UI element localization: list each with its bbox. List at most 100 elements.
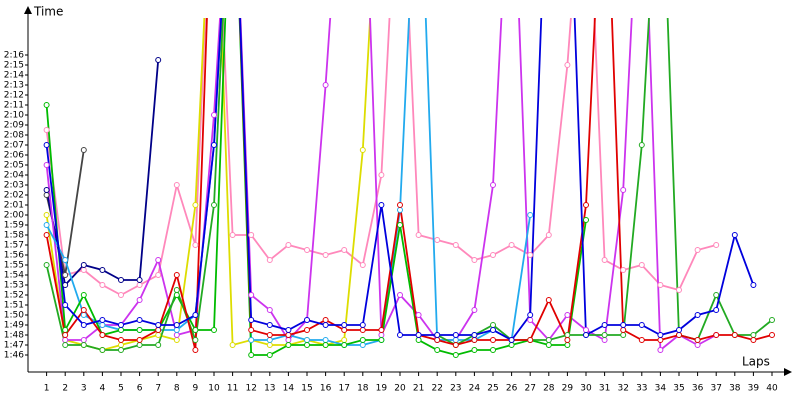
lap-point [713, 242, 720, 248]
x-tick-label: 31 [599, 384, 610, 394]
lap-point [694, 337, 701, 343]
x-tick-label: 23 [450, 384, 461, 394]
lap-point [80, 292, 87, 298]
lap-point [43, 142, 50, 148]
lap-point [490, 337, 496, 343]
x-tick-label: 36 [692, 384, 704, 394]
lap-point [62, 257, 69, 263]
x-tick-label: 22 [431, 384, 442, 394]
y-tick-label: 1:53 [4, 281, 24, 291]
lap-point [266, 332, 273, 338]
lap-point [322, 342, 329, 348]
lap-point [173, 292, 180, 298]
lap-point [601, 332, 608, 338]
lap-point [173, 332, 180, 338]
lap-point [43, 187, 50, 193]
lap-point [452, 352, 459, 358]
y-tick-label: 2:05 [4, 161, 24, 171]
series-line [45, 18, 587, 356]
lap-point [211, 202, 217, 208]
lap-point [155, 272, 162, 278]
x-tick-label: 15 [301, 384, 312, 394]
y-tick-label: 1:54 [4, 271, 24, 281]
lap-point [434, 332, 441, 338]
x-tick-label: 14 [283, 384, 295, 394]
y-tick-label: 1:48 [4, 331, 24, 341]
lap-point [341, 342, 348, 348]
lap-point [80, 262, 87, 268]
lap-point [378, 172, 385, 178]
lap-point [99, 347, 106, 353]
lap-point [452, 342, 459, 348]
lap-point [211, 327, 217, 333]
lap-point [676, 287, 682, 293]
lap-point [769, 317, 775, 323]
lap-point [80, 322, 87, 328]
lap-point [80, 312, 87, 318]
lap-point [62, 302, 69, 308]
lap-point [173, 287, 180, 293]
x-tick-label: 32 [617, 384, 628, 394]
y-axis-label: Time [33, 5, 63, 19]
lap-point [173, 322, 180, 328]
lap-point [62, 272, 69, 278]
lap-point [638, 322, 645, 328]
y-tick-label: 1:46 [4, 351, 24, 361]
lap-point [266, 307, 273, 313]
x-tick-label: 30 [580, 384, 592, 394]
lap-point [322, 82, 329, 88]
lap-point [136, 317, 143, 323]
lap-point [769, 332, 775, 338]
lap-point [43, 102, 50, 108]
x-tick-label: 1 [44, 384, 50, 394]
lap-point [192, 327, 199, 333]
lap-point [620, 322, 627, 328]
lap-point [322, 322, 329, 328]
lap-point [415, 332, 422, 338]
lap-point [583, 202, 589, 208]
x-tick-label: 34 [655, 384, 667, 394]
lap-point [378, 202, 385, 208]
lap-point [266, 322, 273, 328]
x-tick-label: 7 [155, 384, 161, 394]
y-tick-label: 1:59 [4, 221, 24, 231]
lap-point [248, 232, 255, 238]
lap-point [285, 342, 292, 348]
lap-point [713, 292, 720, 298]
lap-point [192, 242, 199, 248]
x-tick-label: 40 [766, 384, 778, 394]
lap-point [192, 202, 199, 208]
x-tick-label: 11 [227, 384, 238, 394]
y-tick-label: 2:13 [4, 81, 24, 91]
lap-point [564, 332, 571, 338]
lap-point [545, 337, 552, 343]
x-tick-label: 20 [394, 384, 406, 394]
lap-point [341, 337, 348, 343]
lap-point [248, 352, 255, 358]
lap-point [136, 337, 143, 343]
x-tick-label: 9 [193, 384, 199, 394]
lap-point [657, 347, 664, 353]
lap-point [136, 342, 143, 348]
x-tick-label: 21 [413, 384, 424, 394]
lap-point [43, 212, 50, 218]
lap-point [118, 322, 124, 328]
lap-point [620, 267, 627, 273]
x-tick-label: 28 [543, 384, 555, 394]
lap-point [378, 332, 385, 338]
lap-point [229, 342, 236, 348]
x-tick-label: 29 [562, 384, 574, 394]
y-tick-label: 1:52 [4, 291, 24, 301]
y-tick-label: 2:02 [4, 191, 24, 201]
lap-point [322, 317, 329, 323]
lap-point [638, 262, 645, 268]
lap-point [545, 342, 552, 348]
lap-point [62, 342, 69, 348]
x-tick-label: 26 [506, 384, 518, 394]
lap-point [62, 332, 69, 338]
plot-area [43, 18, 775, 358]
lap-point [118, 292, 124, 298]
y-tick-label: 1:56 [4, 251, 24, 261]
y-tick-label: 2:11 [4, 101, 24, 111]
